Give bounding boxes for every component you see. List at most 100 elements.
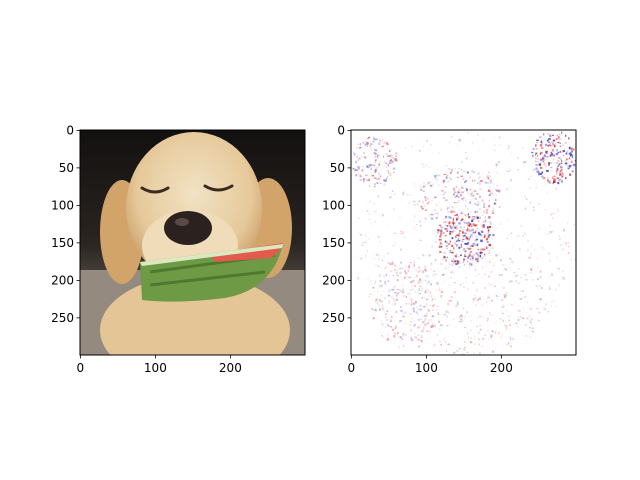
saliency-pixel bbox=[529, 327, 532, 329]
saliency-pixel bbox=[430, 283, 432, 286]
saliency-pixel bbox=[562, 173, 564, 175]
saliency-pixel bbox=[379, 241, 381, 243]
saliency-pixel bbox=[382, 144, 385, 147]
saliency-pixel bbox=[399, 271, 402, 275]
saliency-pixel bbox=[568, 146, 571, 150]
saliency-pixel bbox=[556, 149, 559, 152]
saliency-pixel bbox=[469, 223, 472, 225]
saliency-pixel bbox=[463, 232, 466, 234]
saliency-pixel bbox=[463, 348, 465, 351]
saliency-pixel bbox=[393, 335, 396, 338]
saliency-pixel bbox=[548, 225, 551, 227]
saliency-pixel bbox=[468, 221, 470, 224]
saliency-pixel bbox=[534, 153, 537, 156]
saliency-pixel bbox=[472, 223, 475, 225]
saliency-pixel bbox=[535, 157, 537, 159]
saliency-pixel bbox=[562, 154, 565, 156]
saliency-pixel bbox=[476, 224, 478, 227]
saliency-pixel bbox=[550, 305, 552, 308]
saliency-pixel bbox=[505, 292, 508, 294]
saliency-pixel bbox=[548, 180, 550, 183]
saliency-pixel bbox=[378, 172, 380, 175]
saliency-pixel bbox=[374, 282, 376, 285]
saliency-pixel bbox=[385, 178, 388, 180]
saliency-pixel bbox=[464, 234, 466, 236]
saliency-pixel bbox=[549, 154, 553, 156]
saliency-pixel bbox=[500, 203, 502, 205]
saliency-pixel bbox=[470, 234, 473, 236]
saliency-pixel bbox=[418, 293, 422, 295]
saliency-pixel bbox=[489, 186, 491, 189]
saliency-pixel bbox=[455, 185, 457, 188]
saliency-pixel bbox=[456, 202, 459, 204]
saliency-pixel bbox=[550, 166, 553, 168]
dog-photo bbox=[80, 130, 305, 355]
saliency-pixel bbox=[463, 196, 465, 200]
saliency-pixel bbox=[390, 154, 393, 157]
saliency-pixel bbox=[478, 296, 481, 298]
saliency-pixel bbox=[400, 256, 403, 259]
dog-nose-highlight bbox=[175, 218, 189, 226]
saliency-pixel bbox=[391, 190, 394, 192]
saliency-pixel bbox=[458, 222, 461, 225]
saliency-pixel bbox=[395, 310, 398, 313]
saliency-pixel bbox=[519, 315, 522, 318]
saliency-pixel bbox=[573, 258, 576, 261]
saliency-pixel bbox=[449, 227, 451, 230]
saliency-pixel bbox=[421, 340, 423, 342]
saliency-pixel bbox=[536, 161, 539, 163]
saliency-pixel bbox=[455, 263, 458, 266]
saliency-pixel bbox=[481, 252, 484, 254]
saliency-pixel bbox=[388, 301, 391, 304]
saliency-pixel bbox=[545, 143, 547, 147]
saliency-pixel bbox=[472, 298, 475, 301]
saliency-pixel bbox=[389, 174, 392, 176]
saliency-pixel bbox=[505, 188, 508, 191]
saliency-pixel bbox=[383, 183, 386, 186]
saliency-pixel bbox=[481, 224, 484, 227]
saliency-pixel bbox=[442, 196, 446, 199]
saliency-pixel bbox=[374, 211, 377, 213]
saliency-pixel bbox=[481, 248, 484, 251]
saliency-pixel bbox=[473, 352, 475, 355]
saliency-pixel bbox=[479, 324, 481, 327]
saliency-pixel bbox=[418, 280, 421, 283]
saliency-pixel bbox=[443, 217, 446, 220]
saliency-pixel bbox=[564, 142, 568, 144]
saliency-pixel bbox=[495, 319, 497, 321]
saliency-pixel bbox=[541, 246, 544, 249]
saliency-pixel bbox=[496, 189, 499, 192]
saliency-pixel bbox=[478, 202, 480, 205]
saliency-pixel bbox=[392, 167, 396, 170]
saliency-pixel bbox=[438, 245, 441, 248]
saliency-pixel bbox=[547, 232, 550, 235]
saliency-pixel bbox=[502, 264, 505, 266]
saliency-pixel bbox=[573, 224, 575, 226]
saliency-pixel bbox=[412, 302, 415, 305]
saliency-pixel bbox=[374, 221, 377, 223]
saliency-pixel bbox=[358, 167, 360, 170]
saliency-pixel bbox=[463, 170, 466, 173]
saliency-pixel bbox=[492, 283, 494, 286]
saliency-pixel bbox=[447, 229, 449, 232]
saliency-pixel bbox=[532, 209, 535, 212]
saliency-pixel bbox=[385, 178, 387, 181]
saliency-pixel bbox=[540, 165, 542, 168]
saliency-pixel bbox=[376, 177, 378, 180]
saliency-pixel bbox=[523, 160, 527, 164]
saliency-pixel bbox=[505, 295, 508, 297]
saliency-pixel bbox=[559, 237, 561, 241]
saliency-pixel bbox=[561, 159, 563, 162]
saliency-pixel bbox=[408, 202, 411, 204]
saliency-pixel bbox=[447, 343, 450, 346]
saliency-pixel bbox=[425, 269, 427, 272]
saliency-pixel bbox=[414, 336, 417, 339]
saliency-pixel bbox=[488, 171, 490, 174]
saliency-pixel bbox=[485, 207, 488, 209]
saliency-pixel bbox=[399, 336, 402, 339]
saliency-pixel bbox=[465, 282, 467, 284]
saliency-pixel bbox=[471, 218, 475, 221]
saliency-pixel bbox=[526, 198, 528, 200]
saliency-pixel bbox=[488, 204, 491, 206]
